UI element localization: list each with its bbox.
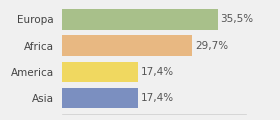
Bar [62,88,138,108]
Bar [62,62,138,82]
Text: 29,7%: 29,7% [195,41,228,51]
Text: 35,5%: 35,5% [220,14,254,24]
Text: 17,4%: 17,4% [141,93,174,103]
Bar [62,35,192,56]
Bar [62,9,218,30]
Text: 17,4%: 17,4% [141,67,174,77]
